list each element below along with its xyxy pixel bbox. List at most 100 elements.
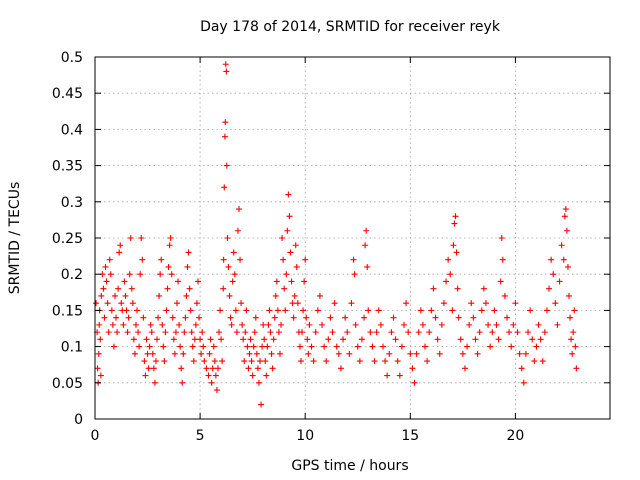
data-point [351, 271, 358, 278]
data-point [131, 350, 138, 357]
data-point [276, 350, 283, 357]
data-point [384, 372, 391, 379]
y-tick-label: 0.45 [52, 86, 83, 102]
y-tick-label: 0.2 [61, 267, 83, 283]
data-point [474, 350, 481, 357]
data-point [205, 372, 212, 379]
data-point [107, 271, 114, 278]
data-point [207, 336, 214, 343]
data-point [568, 336, 575, 343]
data-point [489, 329, 496, 336]
data-point [155, 314, 162, 321]
data-point [222, 119, 229, 126]
data-point [398, 343, 405, 350]
data-point [132, 321, 139, 328]
data-point [457, 336, 464, 343]
data-point [175, 278, 182, 285]
data-point [287, 249, 294, 256]
data-point [159, 321, 166, 328]
data-point [466, 321, 473, 328]
data-point [422, 343, 429, 350]
data-point [337, 365, 344, 372]
data-point [134, 307, 141, 314]
data-point [298, 358, 304, 365]
data-point [221, 184, 228, 191]
data-point [179, 379, 186, 386]
data-point [136, 343, 143, 350]
data-point [192, 321, 199, 328]
data-point [302, 256, 309, 263]
x-tick-label: 15 [401, 428, 419, 444]
data-point [283, 271, 290, 278]
data-point [125, 314, 132, 321]
data-point [358, 336, 365, 343]
data-point [262, 358, 269, 365]
data-point [171, 350, 178, 357]
data-point [520, 379, 527, 386]
data-point [96, 321, 103, 328]
data-point [105, 329, 112, 336]
data-point [392, 336, 399, 343]
data-point [156, 292, 163, 299]
data-point [567, 314, 574, 321]
data-point [289, 300, 296, 307]
data-point [367, 329, 374, 336]
x-tick-label: 5 [196, 428, 205, 444]
data-point [118, 300, 125, 307]
data-point [362, 242, 369, 249]
data-point [303, 314, 310, 321]
data-point [361, 314, 368, 321]
data-point [128, 285, 135, 292]
data-point [563, 227, 570, 234]
data-point [518, 365, 525, 372]
data-point [308, 343, 315, 350]
data-point [382, 358, 389, 365]
data-point [227, 314, 234, 321]
data-point [111, 292, 118, 299]
data-point [108, 307, 115, 314]
data-point [225, 263, 232, 270]
data-point [103, 278, 110, 285]
data-point [270, 336, 277, 343]
data-point [212, 372, 219, 379]
data-point [145, 365, 152, 372]
data-point [206, 350, 213, 357]
data-point [409, 365, 416, 372]
data-point [135, 329, 142, 336]
data-point [284, 227, 291, 234]
data-point [178, 365, 185, 372]
data-point [292, 242, 299, 249]
data-point [224, 235, 231, 241]
data-point [377, 321, 384, 328]
data-point [373, 329, 380, 336]
y-tick-label: 0.25 [52, 231, 83, 247]
data-point [252, 314, 259, 321]
data-point [160, 343, 167, 350]
data-point [216, 329, 223, 336]
data-point [379, 343, 386, 350]
data-point [314, 307, 321, 314]
data-point [501, 292, 508, 299]
data-point [254, 365, 261, 372]
data-point [110, 343, 117, 350]
data-point [304, 336, 311, 343]
data-point [282, 307, 289, 314]
data-point [244, 343, 251, 350]
data-point [213, 387, 220, 394]
data-point [151, 379, 158, 386]
data-point [472, 336, 479, 343]
data-point [371, 358, 378, 365]
data-point [182, 314, 189, 321]
data-point [497, 278, 504, 285]
y-tick-label: 0 [74, 412, 83, 428]
data-point [390, 314, 397, 321]
data-point [452, 213, 459, 220]
data-point [405, 329, 412, 336]
data-point [269, 365, 276, 372]
data-point [306, 321, 313, 328]
x-tick-label: 10 [296, 428, 314, 444]
data-point [281, 285, 288, 292]
data-point [266, 307, 273, 314]
data-point [149, 350, 156, 357]
data-point [271, 314, 278, 321]
